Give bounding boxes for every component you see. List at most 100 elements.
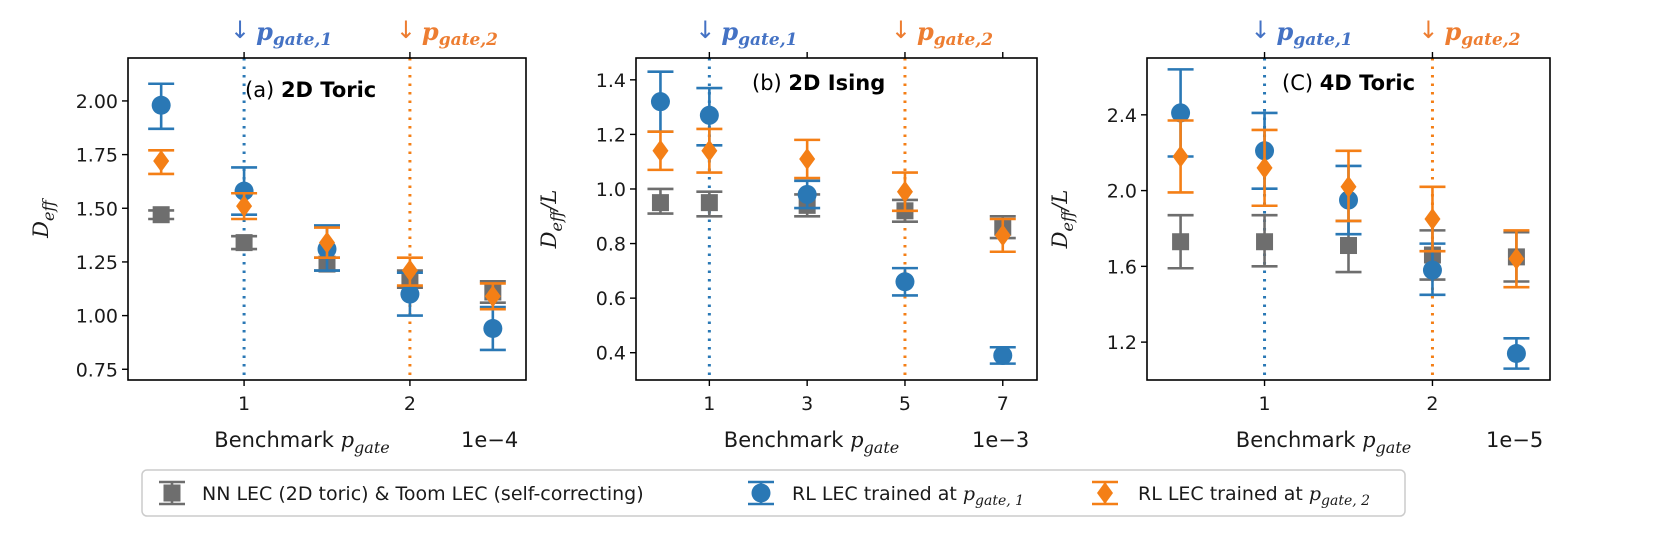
gate1-marker-label: pgate,1 <box>721 17 797 50</box>
gray-point-1 <box>696 190 723 218</box>
gate2-marker-sub: gate,2 <box>439 30 498 50</box>
x-tick-label: 7 <box>997 393 1009 415</box>
x-label-text: Benchmark <box>724 428 850 452</box>
x-tick-label: 1 <box>238 393 250 415</box>
x-exponent: 1e−4 <box>461 428 518 452</box>
panel-title-bold: 2D Ising <box>788 71 885 95</box>
gate2-marker-sub: gate,2 <box>1461 30 1520 50</box>
y-tick-label: 0.75 <box>76 359 118 381</box>
blue-circle-marker <box>1422 260 1442 280</box>
blue-circle-marker <box>699 105 719 125</box>
orange-diamond-marker <box>1256 156 1273 179</box>
x-tick-label: 2 <box>1426 393 1438 415</box>
blue-circle-marker <box>483 318 503 338</box>
orange-diamond-marker <box>484 285 501 308</box>
legend-label: RL LEC trained at pgate, 1 <box>792 483 1024 509</box>
axes-frame <box>127 57 527 381</box>
gate1-marker-label: pgate,1 <box>1277 17 1353 50</box>
orange-point-2 <box>314 226 340 259</box>
legend-circle-marker <box>751 483 771 503</box>
orange-diamond-marker <box>153 150 170 173</box>
legend-label-sub: gate, 1 <box>975 493 1024 509</box>
y-tick-label: 0.4 <box>596 343 626 365</box>
gray-square-marker <box>152 206 170 224</box>
y-label-sub: eff <box>547 208 566 231</box>
gate2-marker-main: p <box>917 17 934 46</box>
y-label-main: D <box>1048 231 1072 249</box>
orange-point-4 <box>1503 229 1530 289</box>
panel-title: (a) 2D Toric <box>245 78 376 102</box>
blue-point-1 <box>696 86 723 147</box>
y-tick-label: 2.0 <box>1107 181 1137 203</box>
gate1-marker-label: pgate,1 <box>256 17 332 50</box>
legend-item-blue: RL LEC trained at pgate, 1 <box>748 480 1024 509</box>
y-tick-label: 1.00 <box>76 306 118 328</box>
gate2-marker-main: p <box>422 17 439 46</box>
x-exponent: 1e−5 <box>1486 428 1543 452</box>
y-label-main: D <box>29 221 53 239</box>
blue-circle-marker <box>1506 343 1526 363</box>
blue-circle-marker <box>993 345 1013 365</box>
legend-label: NN LEC (2D toric) & Toom LEC (self-corre… <box>202 483 644 505</box>
y-label-sub: eff <box>1058 208 1077 231</box>
gate1-marker-sub: gate,1 <box>273 30 332 50</box>
blue-point-4 <box>989 345 1016 365</box>
blue-circle-marker <box>1171 103 1191 123</box>
y-tick-label: 1.75 <box>76 145 118 167</box>
orange-point-4 <box>989 217 1016 254</box>
x-label-var: p <box>850 428 863 452</box>
y-label-suffix: /L <box>537 190 561 213</box>
gray-square-marker <box>1340 237 1357 255</box>
y-axis-label: Deff/L <box>1048 190 1077 250</box>
orange-point-0 <box>148 149 175 176</box>
blue-point-2 <box>794 179 821 210</box>
x-tick-label: 1 <box>1258 393 1270 415</box>
y-tick-label: 1.4 <box>596 70 626 92</box>
orange-diamond-marker <box>401 259 418 282</box>
orange-diamond-marker <box>1424 208 1441 230</box>
y-label-suffix: /L <box>1048 190 1072 213</box>
gray-point-0 <box>1167 213 1194 270</box>
orange-diamond-marker <box>1508 247 1525 270</box>
gate2-marker-label: pgate,2 <box>1444 17 1520 50</box>
orange-point-4 <box>479 282 506 311</box>
gray-point-1 <box>1251 213 1278 268</box>
gate2-marker-label: pgate,2 <box>422 17 498 50</box>
legend-label: RL LEC trained at pgate, 2 <box>1138 483 1370 509</box>
gate1-marker-arrow: ↓ <box>230 16 250 44</box>
orange-point-2 <box>794 138 821 180</box>
legend-item-gray: NN LEC (2D toric) & Toom LEC (self-corre… <box>159 480 644 506</box>
y-label-sub: eff <box>39 198 58 221</box>
legend-item-orange: RL LEC trained at pgate, 2 <box>1092 480 1370 509</box>
panel-title-prefix: (a) <box>245 78 281 102</box>
gray-square-marker <box>651 194 669 212</box>
x-label-text: Benchmark <box>214 428 340 452</box>
panel-title-prefix: (b) <box>752 71 788 95</box>
orange-point-0 <box>1167 119 1194 194</box>
gate1-marker-main: p <box>721 17 738 46</box>
legend-square-marker <box>163 484 181 502</box>
axes-frame <box>635 57 1038 381</box>
blue-circle-marker <box>234 181 254 201</box>
gray-square-marker <box>1256 233 1274 251</box>
gate1-marker-main: p <box>1277 17 1294 46</box>
gate1-marker-arrow: ↓ <box>695 16 715 44</box>
orange-point-0 <box>647 130 674 172</box>
gate1-marker-sub: gate,1 <box>1293 30 1352 50</box>
gate2-marker-label: pgate,2 <box>917 17 993 50</box>
x-label-sub: gate <box>864 438 900 457</box>
legend-label-var: p <box>963 483 975 505</box>
blue-circle-marker <box>151 95 171 115</box>
orange-diamond-marker <box>701 139 718 162</box>
gate2-marker-main: p <box>1444 17 1461 46</box>
x-tick-label: 3 <box>801 393 813 415</box>
x-label-sub: gate <box>354 438 390 457</box>
orange-point-3 <box>1419 185 1446 253</box>
y-tick-label: 1.0 <box>596 179 626 201</box>
x-tick-label: 1 <box>703 393 715 415</box>
gate1-marker-arrow: ↓ <box>1250 16 1270 44</box>
y-tick-label: 1.6 <box>1107 256 1137 278</box>
